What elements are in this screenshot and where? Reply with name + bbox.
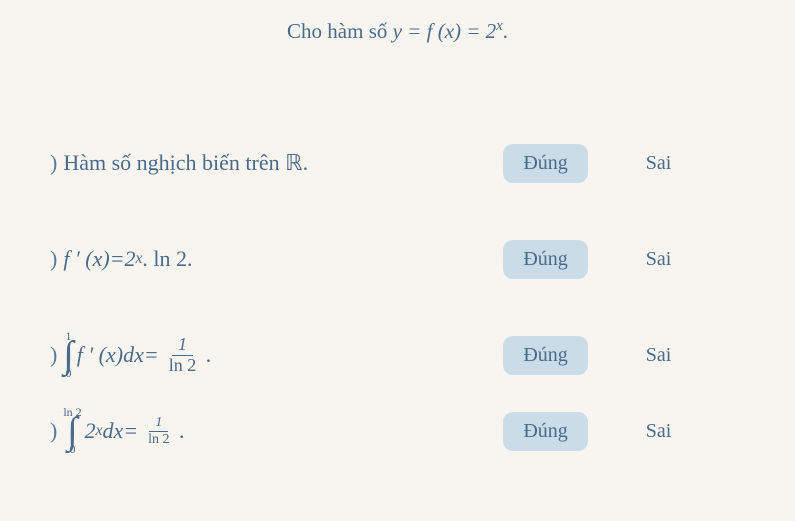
paren-marker: ) <box>50 418 57 444</box>
false-button[interactable]: Sai <box>626 412 692 451</box>
false-button[interactable]: Sai <box>626 336 692 375</box>
question-row: ) 1 ∫ 0 f ′ (x)dx = 1 ln 2 . Đúng Sai <box>50 331 795 379</box>
q2-tail: . ln 2. <box>142 246 192 272</box>
question-header: Cho hàm số y = f (x) = 2x. <box>0 0 795 44</box>
q3-suffix: . <box>206 342 212 368</box>
integral-symbol: ln 2 ∫ 0 <box>63 408 81 455</box>
q3-fraction: 1 ln 2 <box>163 335 203 376</box>
q1-text: Hàm số nghịch biến trên <box>63 150 279 176</box>
q4-base: 2 <box>85 418 96 444</box>
answer-buttons: Đúng Sai <box>503 336 691 375</box>
question-text: Hàm số nghịch biến trên ℝ. <box>63 150 503 176</box>
answer-buttons: Đúng Sai <box>503 144 691 183</box>
true-button[interactable]: Đúng <box>503 240 587 279</box>
q2-exp: x <box>136 250 143 268</box>
question-row: ) ln 2 ∫ 0 2xdx = 1 ln 2 . Đúng Sai <box>50 407 795 455</box>
q3-eq: = <box>144 342 159 368</box>
q4-num: 1 <box>149 415 168 431</box>
q2-eq: = <box>110 246 125 272</box>
header-suffix: . <box>503 19 508 43</box>
q4-fraction: 1 ln 2 <box>142 415 175 447</box>
q4-lower: 0 <box>70 445 76 454</box>
question-text: f ′ (x) = 2x. ln 2. <box>63 246 503 272</box>
question-row: ) f ′ (x) = 2x. ln 2. Đúng Sai <box>50 235 795 283</box>
question-text: 1 ∫ 0 f ′ (x)dx = 1 ln 2 . <box>63 332 503 379</box>
integral-sign: ∫ <box>63 341 73 370</box>
q4-den: ln 2 <box>142 432 175 447</box>
true-button[interactable]: Đúng <box>503 412 587 451</box>
q2-base: 2 <box>125 246 136 272</box>
q3-integrand-f: f ′ (x) <box>77 342 123 368</box>
q3-dx: dx <box>123 342 144 368</box>
q3-lower: 0 <box>66 369 72 378</box>
q4-eq: = <box>123 418 138 444</box>
paren-marker: ) <box>50 246 57 272</box>
q2-lhs: f ′ (x) <box>63 246 109 272</box>
question-list: ) Hàm số nghịch biến trên ℝ. Đúng Sai ) … <box>0 139 795 455</box>
integral-sign: ∫ <box>67 417 77 446</box>
header-prefix: Cho hàm số <box>287 19 393 43</box>
q4-suffix: . <box>180 418 186 444</box>
question-row: ) Hàm số nghịch biến trên ℝ. Đúng Sai <box>50 139 795 187</box>
true-button[interactable]: Đúng <box>503 144 587 183</box>
paren-marker: ) <box>50 342 57 368</box>
q1-real-symbol: ℝ <box>285 150 302 176</box>
false-button[interactable]: Sai <box>626 240 692 279</box>
false-button[interactable]: Sai <box>626 144 692 183</box>
paren-marker: ) <box>50 150 57 176</box>
q4-dx: dx <box>103 418 124 444</box>
q4-exp: x <box>96 422 103 440</box>
answer-buttons: Đúng Sai <box>503 412 691 451</box>
q1-suffix: . <box>303 150 309 176</box>
question-text: ln 2 ∫ 0 2xdx = 1 ln 2 . <box>63 408 503 455</box>
answer-buttons: Đúng Sai <box>503 240 691 279</box>
q3-num: 1 <box>172 335 193 356</box>
q3-den: ln 2 <box>163 356 203 376</box>
integral-symbol: 1 ∫ 0 <box>63 332 73 379</box>
header-equation: y = f (x) = 2 <box>393 19 497 43</box>
true-button[interactable]: Đúng <box>503 336 587 375</box>
